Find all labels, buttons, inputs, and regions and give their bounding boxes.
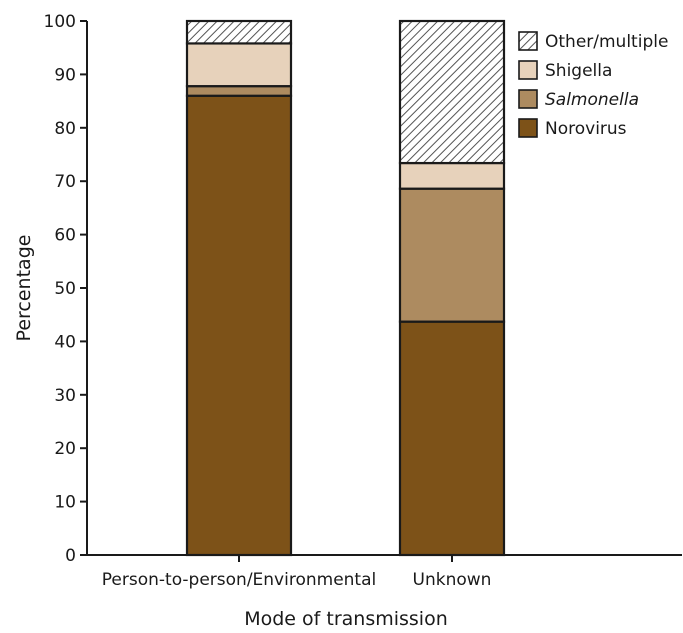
- legend-label-salmonella: Salmonella: [545, 90, 639, 110]
- x-axis-title: Mode of transmission: [244, 608, 448, 630]
- legend: Other/multiple Shigella Salmonella Noroviru…: [518, 31, 668, 139]
- y-tick-label: 0: [65, 546, 76, 566]
- bar-salmonella-person-to-person-environmental: [185, 85, 293, 97]
- y-ticks-group: 0 10 20 30 40 50 60 70 80 90 100: [44, 12, 87, 566]
- y-tick-label: 30: [54, 386, 76, 406]
- legend-swatch-norovirus: [518, 118, 538, 138]
- bars-group: [185, 19, 506, 557]
- legend-label-norovirus: Norovirus: [545, 119, 627, 139]
- y-axis-title: Percentage: [13, 235, 35, 342]
- x-category-label-person-to-person-environmental: Person-to-person/Environmental: [102, 570, 376, 590]
- legend-label-other-multiple: Other/multiple: [545, 32, 668, 52]
- y-tick-label: 100: [44, 12, 76, 32]
- y-tick-label: 50: [54, 279, 76, 299]
- legend-label-shigella: Shigella: [545, 61, 612, 81]
- y-tick-label: 20: [54, 439, 76, 459]
- bar-shigella-person-to-person-environmental: [185, 42, 293, 88]
- y-tick-label: 60: [54, 226, 76, 246]
- y-tick-label: 70: [54, 172, 76, 192]
- y-tick-label: 90: [54, 65, 76, 85]
- bar-norovirus-unknown: [398, 320, 506, 557]
- x-categories-group: Person-to-person/Environmental Unknown: [102, 555, 492, 590]
- bar-norovirus-person-to-person-environmental: [185, 94, 293, 557]
- bar-shigella-unknown: [398, 161, 506, 190]
- legend-swatch-salmonella: [518, 89, 538, 109]
- y-tick-label: 40: [54, 332, 76, 352]
- x-category-label-unknown: Unknown: [413, 570, 492, 590]
- bar-salmonella-unknown: [398, 187, 506, 323]
- y-tick-label: 10: [54, 493, 76, 513]
- bar-other-multiple-person-to-person-environmental: [185, 19, 293, 45]
- y-tick-label: 80: [54, 119, 76, 139]
- bar-other-multiple-unknown: [398, 19, 506, 165]
- legend-swatch-shigella: [518, 60, 538, 80]
- legend-swatch-other-multiple: [518, 31, 538, 51]
